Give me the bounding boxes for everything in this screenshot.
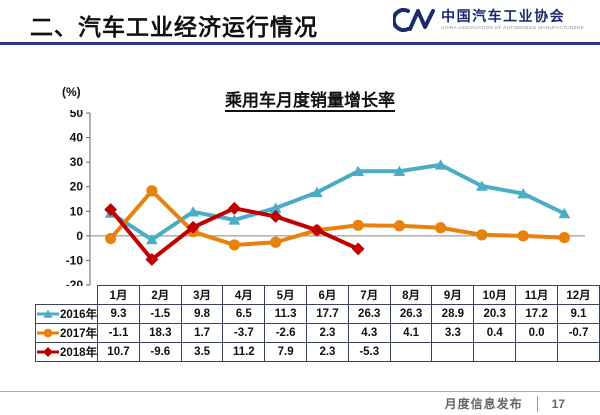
table-cell: 10.7 — [97, 342, 140, 362]
table-row: 2018年 10.7 -9.6 3.5 11.2 7.9 2.3 -5.3 — [34, 342, 600, 362]
y-axis-tick-label: -10 — [66, 253, 84, 267]
table-cell: -3.7 — [222, 323, 266, 343]
legend-circle-icon — [37, 328, 59, 338]
table-row: 2016年 9.3 -1.5 9.8 6.5 11.3 17.7 26.3 26.3 28.9 20… — [34, 304, 600, 324]
y-axis-unit-label: (%) — [62, 85, 81, 99]
table-cell: 9.1 — [556, 304, 600, 324]
table-corner-cell — [35, 285, 99, 305]
table-cell: 3.3 — [431, 323, 475, 343]
table-col-header: 10月 — [473, 285, 517, 305]
table-cell: 4.3 — [347, 323, 391, 343]
table-col-header: 11月 — [515, 285, 558, 305]
table-cell: 0.0 — [515, 323, 558, 343]
table-cell: 26.3 — [389, 304, 433, 324]
y-axis-tick-label: 40 — [70, 131, 84, 145]
page-title: 二、汽车工业经济运行情况 — [30, 14, 318, 40]
table-col-header: 12月 — [556, 285, 600, 305]
series-label-2018年: 2018年 — [34, 342, 99, 362]
table-cell: 26.3 — [347, 304, 391, 324]
table-cell — [515, 342, 558, 362]
page-number: 17 — [551, 396, 565, 411]
table-cell: -2.6 — [264, 323, 308, 343]
table-cell: 2.3 — [306, 342, 349, 362]
table-col-header: 8月 — [389, 285, 433, 305]
table-col-header: 3月 — [180, 285, 224, 305]
legend-triangle-icon — [37, 309, 59, 318]
table-cell: 20.3 — [473, 304, 517, 324]
table-col-header: 1月 — [97, 285, 140, 305]
chart-title: 乘用车月度销量增长率 — [225, 91, 395, 110]
table-cell: 1.7 — [180, 323, 224, 343]
y-axis-tick-label: 20 — [70, 180, 84, 194]
series-name: 2017年 — [60, 328, 98, 340]
series-label-2017年: 2017年 — [34, 323, 99, 343]
logo-name-cn: 中国汽车工业协会 — [441, 8, 566, 25]
footer-label: 月度信息发布 — [444, 397, 523, 411]
table-cell: 17.2 — [515, 304, 558, 324]
table-cell: -1.5 — [138, 304, 182, 324]
table-cell: -5.3 — [347, 342, 391, 362]
logo-name-en: CHINA ASSOCIATION OF AUTOMOBILE MANUFACT… — [441, 24, 584, 30]
y-axis-tick-label: 30 — [70, 155, 84, 169]
table-cell: 18.3 — [138, 323, 182, 343]
logo-text: 中国汽车工业协会 CHINA ASSOCIATION OF AUTOMOBILE… — [441, 8, 584, 30]
y-axis-tick-label: 50 — [70, 110, 84, 120]
legend-diamond-icon — [37, 346, 59, 358]
y-axis-tick-label: -20 — [66, 278, 84, 286]
footer: 月度信息发布 17 — [445, 395, 565, 412]
series-name: 2018年 — [60, 347, 98, 359]
table-cell: -9.6 — [138, 342, 182, 362]
table-col-header: 5月 — [264, 285, 308, 305]
table-col-header: 2月 — [138, 285, 182, 305]
table-col-header: 4月 — [222, 285, 266, 305]
chart-plot: 50 40 30 20 10 0 -10 -20 — [66, 110, 585, 286]
y-axis-tick-label: 10 — [70, 204, 84, 218]
table-cell: 7.9 — [264, 342, 308, 362]
table-cell — [556, 342, 600, 362]
table-col-header: 9月 — [431, 285, 475, 305]
table-row: 2017年 -1.1 18.3 1.7 -3.7 -2.6 2.3 4.3 4.1 3.3 0.4 0… — [34, 323, 600, 343]
table-cell — [473, 342, 517, 362]
series-line-2016年 — [108, 162, 567, 242]
header-rule — [0, 42, 600, 45]
footer-rule — [0, 391, 600, 392]
cam-logo-icon — [393, 8, 436, 32]
table-cell — [431, 342, 475, 362]
footer-divider — [536, 395, 538, 412]
table-cell: 6.5 — [222, 304, 266, 324]
table-cell: -0.7 — [556, 323, 600, 343]
series-line-2017年 — [108, 188, 567, 247]
table-cell: 11.3 — [264, 304, 308, 324]
table-cell: 0.4 — [473, 323, 517, 343]
table-cell: 2.3 — [306, 323, 349, 343]
data-table: 1月 2月 3月 4月 5月 6月 7月 8月 9月 10月 11月 12月 2016年 9.3 -1.5 9… — [34, 285, 600, 362]
table-cell: 3.5 — [180, 342, 224, 362]
table-col-header: 6月 — [306, 285, 349, 305]
series-label-2016年: 2016年 — [34, 304, 99, 324]
table-col-header: 7月 — [347, 285, 391, 305]
table-cell: 28.9 — [431, 304, 475, 324]
table-cell: 17.7 — [306, 304, 349, 324]
logo: 中国汽车工业协会 CHINA ASSOCIATION OF AUTOMOBILE… — [393, 7, 584, 33]
y-axis-tick-label: 0 — [76, 229, 83, 243]
table-cell: 9.3 — [97, 304, 140, 324]
table-cell: 11.2 — [222, 342, 266, 362]
table-cell: 4.1 — [389, 323, 433, 343]
table-cell: 9.8 — [180, 304, 224, 324]
table-cell — [389, 342, 433, 362]
table-cell: -1.1 — [97, 323, 140, 343]
series-name: 2016年 — [60, 309, 98, 321]
